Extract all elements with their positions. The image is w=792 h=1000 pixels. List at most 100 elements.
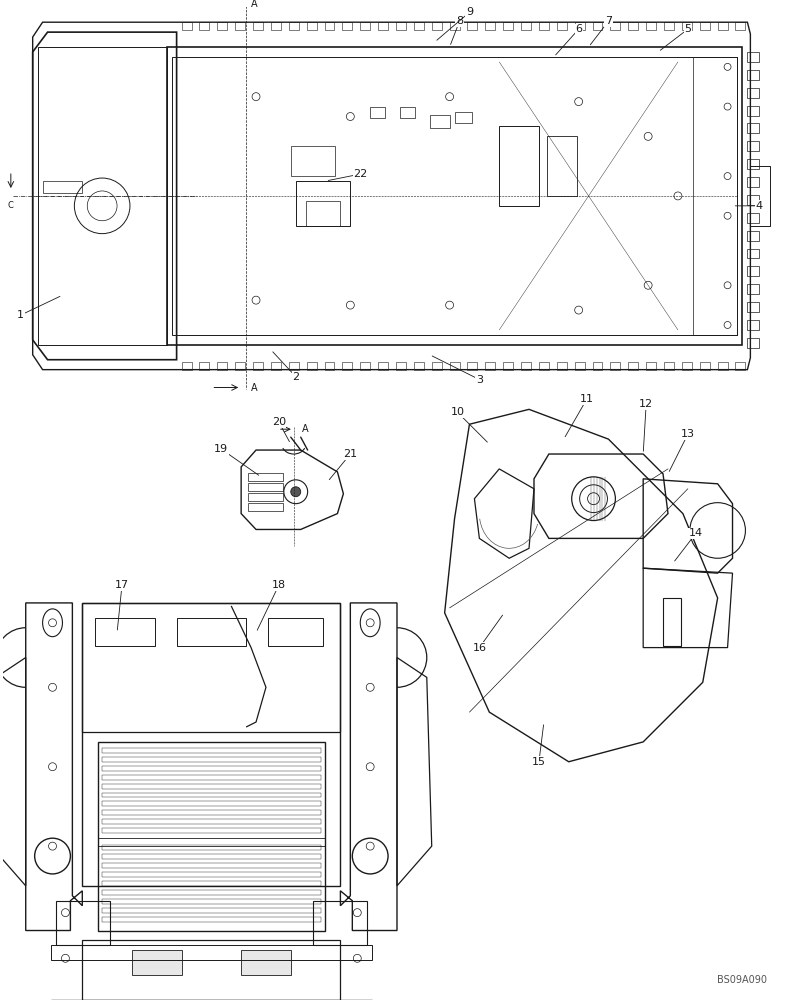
Bar	[253, 22, 263, 30]
Bar	[291, 146, 336, 176]
Bar	[736, 362, 745, 370]
Text: 5: 5	[684, 24, 691, 34]
Bar	[325, 362, 334, 370]
Text: 20: 20	[272, 417, 286, 427]
Bar	[102, 872, 321, 877]
Bar	[455, 112, 473, 123]
Bar	[307, 22, 317, 30]
Bar	[748, 249, 760, 258]
Bar	[248, 503, 283, 511]
Bar	[102, 863, 321, 868]
Text: A: A	[251, 0, 257, 9]
Bar	[289, 362, 299, 370]
Text: 12: 12	[639, 399, 653, 409]
Bar	[748, 70, 760, 80]
Bar	[503, 362, 513, 370]
Bar	[306, 201, 341, 226]
Bar	[485, 22, 495, 30]
Text: A: A	[251, 383, 257, 393]
Text: 6: 6	[575, 24, 582, 34]
Bar	[102, 801, 321, 806]
Bar	[102, 793, 321, 797]
Bar	[663, 598, 681, 646]
Bar	[248, 483, 283, 491]
Bar	[241, 950, 291, 975]
Text: C: C	[8, 201, 13, 210]
Bar	[748, 284, 760, 294]
Text: A: A	[303, 424, 309, 434]
Bar	[748, 302, 760, 312]
Bar	[450, 22, 459, 30]
Bar	[55, 901, 110, 945]
Bar	[748, 266, 760, 276]
Bar	[748, 159, 760, 169]
Text: 17: 17	[115, 580, 129, 590]
Bar	[750, 166, 771, 226]
Bar	[693, 57, 737, 335]
Text: 10: 10	[451, 407, 465, 417]
Bar	[102, 757, 321, 762]
Bar	[450, 362, 459, 370]
Text: 21: 21	[343, 449, 357, 459]
Bar	[98, 838, 325, 846]
Bar	[748, 106, 760, 116]
Bar	[700, 22, 710, 30]
Bar	[396, 362, 406, 370]
Bar	[295, 181, 350, 226]
Bar	[748, 52, 760, 62]
Text: 11: 11	[580, 394, 593, 404]
Bar	[748, 231, 760, 241]
Bar	[342, 362, 352, 370]
Text: 16: 16	[472, 643, 486, 653]
Bar	[646, 362, 656, 370]
Bar	[575, 22, 584, 30]
Bar	[102, 881, 321, 886]
Bar	[248, 473, 283, 481]
Bar	[432, 362, 442, 370]
Bar	[628, 22, 638, 30]
Bar	[718, 22, 728, 30]
Bar	[102, 766, 321, 771]
Bar	[400, 107, 415, 118]
Bar	[43, 181, 82, 193]
Bar	[132, 950, 181, 975]
Bar	[235, 362, 245, 370]
Bar	[718, 362, 728, 370]
Bar	[82, 940, 341, 1000]
Text: 7: 7	[605, 16, 612, 26]
Text: 18: 18	[272, 580, 286, 590]
Bar	[253, 362, 263, 370]
Bar	[539, 362, 549, 370]
Bar	[467, 362, 478, 370]
Text: 9: 9	[466, 7, 473, 17]
Bar	[102, 784, 321, 789]
Bar	[342, 22, 352, 30]
Bar	[557, 22, 567, 30]
Bar	[102, 908, 321, 913]
Bar	[102, 828, 321, 833]
Text: 14: 14	[689, 528, 703, 538]
Bar	[307, 362, 317, 370]
Bar	[102, 748, 321, 753]
Bar	[700, 362, 710, 370]
Bar	[748, 338, 760, 348]
Text: 22: 22	[353, 169, 367, 179]
Bar	[82, 603, 341, 732]
Bar	[611, 362, 620, 370]
Bar	[503, 22, 513, 30]
Bar	[38, 47, 166, 345]
Bar	[748, 141, 760, 151]
Bar	[646, 22, 656, 30]
Bar	[521, 362, 531, 370]
Bar	[235, 22, 245, 30]
Bar	[102, 810, 321, 815]
Text: 15: 15	[532, 757, 546, 767]
Bar	[217, 22, 227, 30]
Bar	[95, 618, 154, 646]
Bar	[313, 901, 367, 945]
Bar	[748, 320, 760, 330]
Bar	[102, 917, 321, 922]
Bar	[575, 362, 584, 370]
Bar	[172, 57, 737, 335]
Bar	[748, 213, 760, 223]
